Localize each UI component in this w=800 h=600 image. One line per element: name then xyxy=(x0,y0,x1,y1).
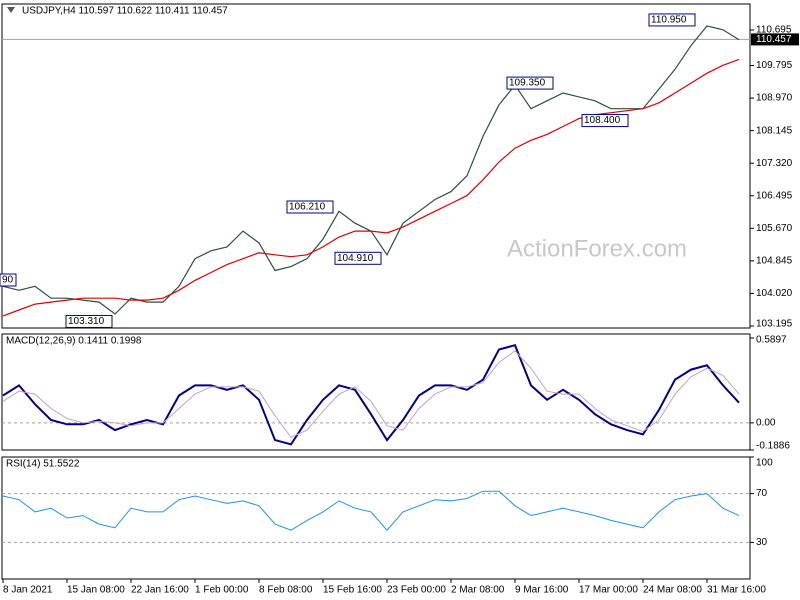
symbol-icon xyxy=(7,7,15,13)
panel-frame xyxy=(1,456,751,580)
annotation-label: 108.400 xyxy=(584,115,621,126)
y-tick-label: 103.195 xyxy=(756,319,793,330)
y-tick-label: 100 xyxy=(756,458,773,469)
x-tick-label: 8 Feb 08:00 xyxy=(259,585,313,596)
annotation-box xyxy=(0,273,17,287)
annotation-label: 90 xyxy=(2,275,14,286)
annotation-label: 109.350 xyxy=(509,78,546,89)
y-tick-label: 106.495 xyxy=(756,190,793,201)
panel-frame xyxy=(1,3,751,329)
y-tick-label: 105.670 xyxy=(756,223,793,234)
price-marker-label: 110.457 xyxy=(756,34,792,45)
panel-title: MACD(12,26,9) 0.1411 0.1998 xyxy=(6,336,142,347)
x-tick-label: 17 Mar 00:00 xyxy=(579,585,638,596)
x-tick-label: 1 Feb 00:00 xyxy=(195,585,249,596)
y-tick-label: 0.00 xyxy=(756,418,776,429)
y-tick-label: 110.695 xyxy=(756,25,792,36)
annotation-label: 103.310 xyxy=(68,316,105,327)
x-tick-label: 8 Jan 2021 xyxy=(3,585,53,596)
annotation-label: 104.910 xyxy=(337,253,374,264)
x-tick-label: 23 Feb 00:00 xyxy=(387,585,446,596)
y-tick-label: 109.795 xyxy=(756,60,793,71)
annotation-box xyxy=(286,200,334,214)
y-tick-label: 70 xyxy=(756,488,768,499)
y-tick-label: 30 xyxy=(756,537,768,548)
annotation-box xyxy=(65,314,113,328)
series-line xyxy=(2,25,740,315)
x-tick-label: 24 Mar 08:00 xyxy=(643,585,702,596)
annotation-label: 110.950 xyxy=(651,15,687,26)
x-tick-label: 2 Mar 08:00 xyxy=(451,585,505,596)
annotation-box xyxy=(581,114,629,128)
series-line xyxy=(2,350,740,438)
y-tick-label: 0.5897 xyxy=(756,335,787,346)
series-line xyxy=(2,58,740,317)
x-tick-label: 15 Feb 16:00 xyxy=(323,585,382,596)
x-tick-label: 31 Mar 16:00 xyxy=(707,585,766,596)
watermark: ActionForex.com xyxy=(507,235,687,262)
series-line xyxy=(2,490,740,531)
y-tick-label: 108.145 xyxy=(756,125,793,136)
series-line xyxy=(2,344,740,446)
price-marker-box xyxy=(751,33,799,46)
y-tick-label: -0.1886 xyxy=(756,441,790,452)
annotation-label: 106.210 xyxy=(289,202,326,213)
annotation-box xyxy=(334,251,382,265)
annotation-box xyxy=(506,76,554,90)
panel-title: RSI(14) 51.5522 xyxy=(6,459,80,470)
x-tick-label: 9 Mar 16:00 xyxy=(515,585,569,596)
x-tick-label: 15 Jan 08:00 xyxy=(67,585,125,596)
y-tick-label: 104.845 xyxy=(756,256,793,267)
panel-title: USDJPY,H4 110.597 110.622 110.411 110.45… xyxy=(22,6,228,17)
y-tick-label: 104.020 xyxy=(756,288,793,299)
annotation-box xyxy=(648,13,696,27)
y-tick-label: 108.970 xyxy=(756,93,793,104)
panel-frame xyxy=(1,333,751,451)
x-tick-label: 22 Jan 16:00 xyxy=(131,585,189,596)
y-tick-label: 107.320 xyxy=(756,158,793,169)
